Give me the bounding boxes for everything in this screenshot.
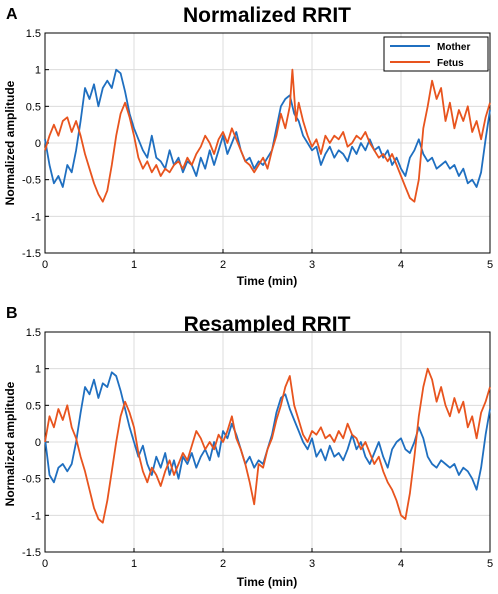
panel-b-ytick-label-5: -1: [31, 510, 41, 522]
panel-a-title: Normalized RRIT: [183, 4, 351, 27]
panel-b-xtick-label-3: 3: [309, 558, 315, 570]
legend-box: [383, 36, 489, 72]
legend-mother-label: Mother: [437, 42, 470, 53]
panel-b-xtick-label-5: 5: [487, 558, 493, 570]
panel-b-fetus-line: [44, 367, 491, 524]
legend-fetus-label: Fetus: [437, 58, 464, 69]
panel-b-xtick-label-1: 1: [131, 558, 137, 570]
panel-a-ytick-label-4: -0.5: [22, 175, 41, 187]
panel-a-ylabel: Normalized amplitude: [3, 80, 17, 205]
panel-a-xtick-label-0: 0: [42, 259, 48, 271]
panel-b-ytick-label-4: -0.5: [22, 474, 41, 486]
panel-a-xtick-label-1: 1: [131, 259, 137, 271]
panel-b-gridlines: [44, 331, 491, 553]
panel-b-letter: B: [6, 305, 18, 322]
panel-b-ytick-label-1: 1: [35, 364, 41, 376]
panel-a-ytick-label-5: -1: [31, 211, 41, 223]
panel-a-ytick-label-3: 0: [35, 138, 41, 150]
panel-a: A Normalized RRIT 0 1 2 3 4 5 1.5 1 0.5 0 -0.5 -1 -1…: [3, 4, 493, 288]
legend: Mother Fetus: [383, 36, 489, 72]
panel-b-ylabel: Normalized amplitude: [3, 381, 17, 506]
panel-a-ytick-label-0: 1.5: [26, 28, 41, 40]
panel-a-xtick-label-3: 3: [309, 259, 315, 271]
panel-b-xtick-label-0: 0: [42, 558, 48, 570]
panel-b-ytick-label-2: 0.5: [26, 400, 41, 412]
panel-b-title: Resampled RRIT: [184, 313, 351, 336]
panel-b-xtick-label-2: 2: [220, 558, 226, 570]
panel-b: B Resampled RRIT 0 1 2 3 4 5 1.5 1 0.5 0 -0.5 -1 -1.…: [3, 305, 493, 589]
panel-a-letter: A: [6, 6, 18, 23]
panel-b-ytick-label-0: 1.5: [26, 327, 41, 339]
panel-a-ytick-label-2: 0.5: [26, 101, 41, 113]
panel-a-xtick-label-4: 4: [398, 259, 404, 271]
panel-b-xtick-label-4: 4: [398, 558, 404, 570]
panel-a-xlabel: Time (min): [237, 274, 297, 288]
panel-b-series: [44, 367, 491, 524]
panel-a-fetus-line: [44, 68, 491, 203]
panel-a-xtick-label-5: 5: [487, 259, 493, 271]
panel-a-series: [44, 68, 491, 203]
panel-b-ytick-label-6: -1.5: [22, 547, 41, 559]
panel-b-xlabel: Time (min): [237, 575, 297, 589]
panel-a-ytick-label-6: -1.5: [22, 248, 41, 260]
panel-a-xtick-label-2: 2: [220, 259, 226, 271]
panel-b-ytick-label-3: 0: [35, 437, 41, 449]
panel-a-mother-line: [44, 68, 491, 188]
panel-a-ytick-label-1: 1: [35, 65, 41, 77]
